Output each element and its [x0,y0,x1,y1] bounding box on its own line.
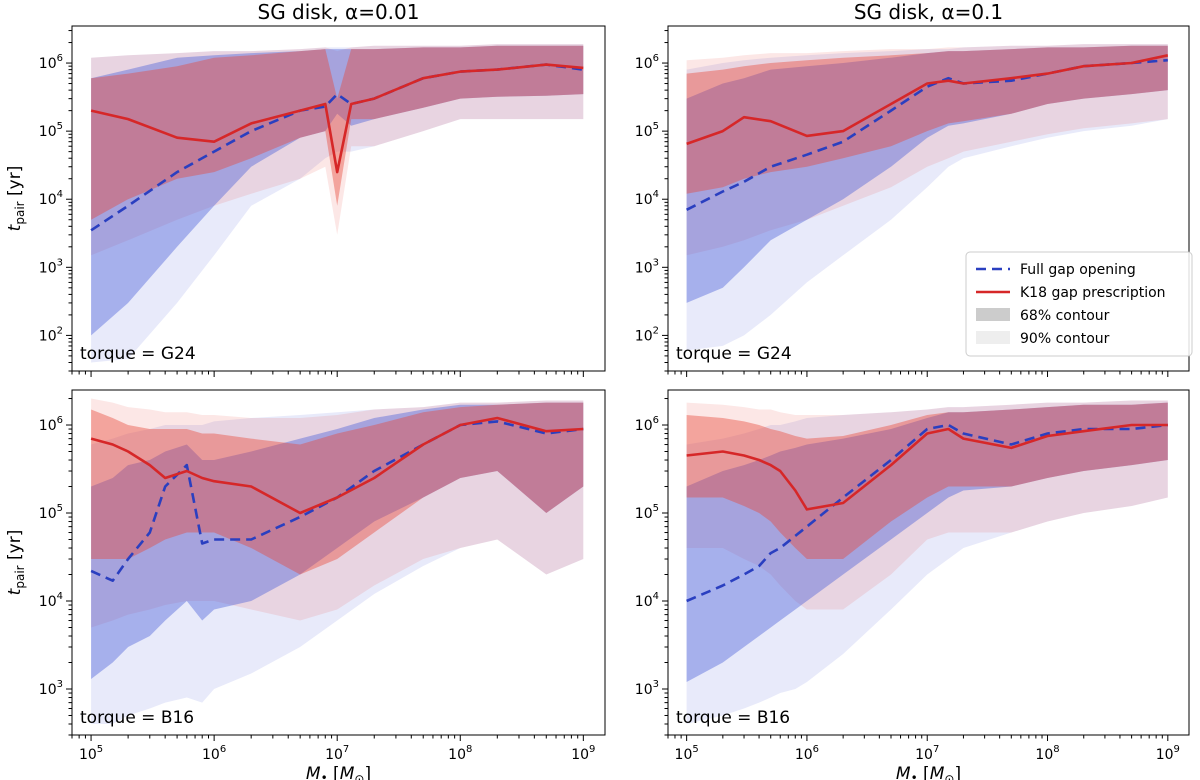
y-tick-label: 103 [635,679,659,698]
legend-90-swatch [976,331,1010,344]
y-tick-label: 103 [635,257,659,276]
y-tick-label: 106 [635,53,659,72]
x-tick-label: 109 [571,744,595,763]
y-tick-label: 106 [39,53,63,72]
x-tick-label: 105 [675,744,699,763]
k18-68-contour [686,402,1168,559]
k18-90-contour [686,400,1168,610]
x-tick-label: 108 [1035,744,1059,763]
y-axis-label: tpair [yr] [5,530,27,596]
legend-entry-label: 90% contour [1020,331,1110,347]
full-gap-68-contour [91,402,584,679]
full-gap-68-contour [686,402,1168,682]
panel-bottom-left: 105 106 107 108 109 103 104 105 106 torque = B16 t… [5,389,606,780]
x-tick-label: 106 [202,744,226,763]
axes-frame [667,389,1190,736]
torque-annotation: torque = B16 [80,708,194,728]
plot-area [686,44,1169,351]
y-tick-label: 106 [39,415,63,434]
y-tick-label: 102 [635,325,659,344]
y-tick-label: 106 [635,415,659,434]
full-gap-90-contour [686,400,1168,724]
y-tick-label: 104 [635,189,659,208]
panel-title: SG disk, α=0.01 [258,0,420,24]
y-tick-label: 102 [39,325,63,344]
k18-median-line [90,63,584,174]
x-tick-label: 108 [448,744,472,763]
axes-frame [71,25,606,372]
x-tick-label: 106 [795,744,819,763]
torque-annotation: torque = B16 [676,708,790,728]
k18-68-contour [686,45,1168,194]
axes-frame [667,25,1190,372]
x-tick-label: 109 [1156,744,1180,763]
axes-frame [71,389,606,736]
x-tick-label: 105 [79,744,103,763]
y-tick-label: 103 [39,257,63,276]
legend-entry-label: 68% contour [1020,308,1110,324]
k18-90-contour [686,44,1168,256]
plot-area [90,44,584,363]
legend-box [965,251,1193,357]
k18-90-contour [91,398,584,628]
x-axis-label: M• [M⊙] [306,764,371,780]
k18-median-line [686,54,1169,146]
k18-median-line [90,416,584,515]
y-tick-label: 104 [39,189,63,208]
y-tick-label: 105 [635,503,659,522]
plot-area [686,400,1168,724]
y-tick-label: 105 [39,503,63,522]
panel-top-left: 102 103 104 105 106 SG disk, α=0.01 torque = G… [5,0,606,377]
y-tick-label: 103 [39,679,63,698]
full-gap-90-contour [686,44,1168,351]
panel-title: SG disk, α=0.1 [854,0,1003,24]
torque-annotation: torque = G24 [676,344,792,364]
legend-entry-label: K18 gap prescription [1020,285,1166,301]
panel-bottom-right: 105 106 107 108 109 103 104 105 106 torque = B16 M… [635,389,1190,780]
torque-annotation: torque = G24 [80,344,196,364]
panel-top-right: 102 103 104 105 106 SG disk, α=0.1 torque = G2… [635,0,1193,377]
plot-area [90,398,584,724]
x-axis-label: M• [M⊙] [896,764,961,780]
k18-median-line [686,423,1168,511]
x-tick-label: 107 [325,744,349,763]
legend-entry-label: Full gap opening [1020,262,1136,278]
y-axis-label: tpair [yr] [5,166,27,232]
k18-68-contour [91,45,584,220]
y-tick-label: 105 [39,121,63,140]
legend: Full gap opening K18 gap prescription 68% … [965,251,1193,357]
full-gap-68-contour [91,45,584,336]
full-gap-68-contour [686,45,1168,303]
k18-90-contour [91,44,584,256]
legend-68-swatch [976,308,1010,321]
y-tick-label: 104 [39,591,63,610]
k18-68-contour [91,402,584,575]
x-tick-label: 107 [915,744,939,763]
y-tick-label: 104 [635,591,659,610]
full-gap-90-contour [91,44,584,363]
y-tick-label: 105 [635,121,659,140]
